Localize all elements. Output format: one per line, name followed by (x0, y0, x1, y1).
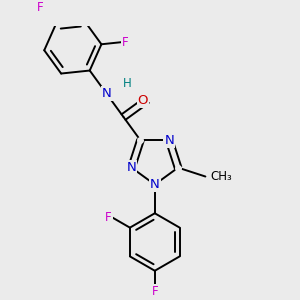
Text: F: F (122, 36, 129, 49)
Text: O: O (138, 94, 148, 106)
Text: N: N (102, 87, 112, 100)
Text: F: F (105, 211, 112, 224)
Text: F: F (152, 285, 158, 298)
Text: F: F (37, 1, 44, 14)
Text: N: N (150, 178, 160, 191)
Text: N: N (127, 161, 136, 174)
Text: CH₃: CH₃ (210, 170, 232, 183)
Text: N: N (164, 134, 174, 147)
Text: H: H (122, 77, 131, 90)
